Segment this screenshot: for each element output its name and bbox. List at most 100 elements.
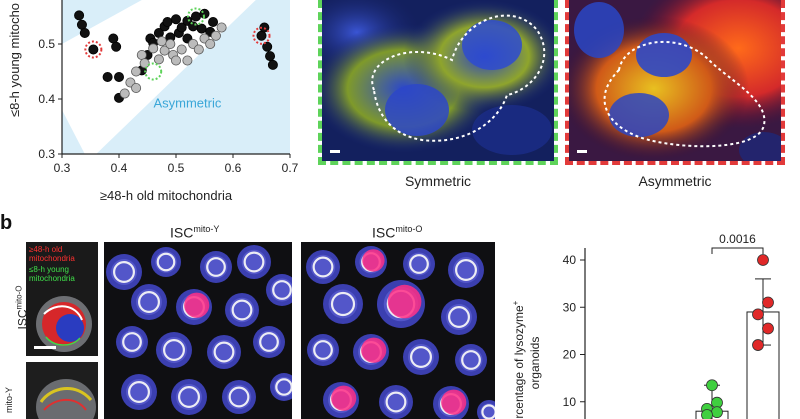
highlight-symmetric (144, 62, 163, 81)
data-point-gray (176, 44, 187, 55)
data-point-dark (190, 11, 201, 22)
significance-bracket (711, 247, 764, 254)
title-isc-mito-o: ISCmito-O (372, 224, 422, 241)
data-point-gray (159, 45, 170, 56)
organoid-lumen (272, 280, 292, 300)
organoid-lysozyme (361, 337, 387, 363)
organoid-lumen (330, 291, 356, 317)
data-point-gray (131, 66, 142, 77)
data-point-dark (111, 41, 122, 52)
organoid-lumen (243, 251, 265, 273)
bar-y-tick-label: 40 (563, 253, 577, 267)
caption-symmetric: Symmetric (404, 173, 472, 189)
title-isc-mito-y-sup: mito-Y (193, 224, 220, 234)
side-label-isc-sup: mito-O (14, 285, 24, 310)
micrograph-asymmetric-image (569, 0, 781, 161)
bar-y-label-line2: organoids (528, 337, 542, 390)
data-point-gray (153, 54, 164, 65)
bar-data-point (711, 406, 723, 419)
data-point-dark (79, 27, 90, 38)
organoid-image-mito-y (104, 242, 292, 419)
x-tick-label: 0.4 (111, 161, 128, 175)
side-label-mito-y: mito-Y (4, 386, 15, 414)
data-point-gray (210, 30, 221, 41)
data-point-dark (265, 51, 276, 62)
organoid-lumen (409, 345, 432, 368)
data-point-gray (119, 88, 130, 99)
organoid-lumen (455, 259, 478, 281)
legend-old-mito: ≥48-h old mitochondria (29, 245, 75, 263)
organoid-lumen (213, 341, 235, 363)
data-point-gray (205, 39, 216, 50)
data-point-gray (136, 50, 147, 61)
organoid-lysozyme (331, 385, 357, 411)
bar-y-tick-label: 20 (563, 348, 577, 362)
organoid-image-mito-o (301, 242, 495, 419)
asymmetric-region-lower (96, 0, 290, 154)
y-tick-label: 0.4 (38, 92, 55, 106)
micrograph-symmetric-image (322, 0, 554, 161)
legend-young-mito: ≤8-h young mitochondria (29, 265, 75, 283)
panel-label-b: b (0, 212, 13, 234)
y-axis-label: ≤8-h young mitocho (7, 3, 22, 117)
bar-data-point (701, 409, 713, 419)
bar-data-point (762, 296, 774, 309)
y-tick-label: 0.5 (38, 37, 55, 51)
micrograph-asymmetric (565, 0, 785, 165)
data-point-dark (88, 44, 99, 55)
asymmetric-region-upper (62, 0, 142, 44)
data-point-gray (139, 58, 150, 69)
highlight-symmetric (186, 7, 205, 26)
scatter-plot: 0.3 0.4 0.5 0.6 0.7 0.5 0.4 0.3 ≥48-h old mitoch… (7, 0, 299, 203)
organoid-lumen (156, 252, 176, 272)
data-point-dark (208, 16, 219, 27)
organoid-lysozyme (387, 284, 422, 319)
x-tick-label: 0.7 (282, 161, 299, 175)
data-point-gray (156, 36, 167, 47)
single-cell-image-2 (26, 362, 98, 419)
organoid-lumen (137, 290, 160, 313)
data-point-dark (176, 22, 187, 33)
bar-y-label: ercentage of lysozyme+ (511, 300, 526, 419)
organoid-lumen (461, 350, 481, 370)
organoid-lumen (448, 305, 471, 328)
organoid-lumen (312, 256, 334, 278)
bar-y-tick-label: 10 (563, 395, 577, 409)
bar-data-point (706, 379, 718, 392)
data-point-dark (188, 21, 199, 32)
data-point-dark (262, 41, 273, 52)
organoid-lumen (128, 381, 150, 404)
bar-y-tick-label: 30 (563, 300, 577, 314)
x-axis-label: ≥48-h old mitochondria (100, 188, 233, 203)
data-point-gray (131, 83, 142, 94)
organoid-lumen (385, 391, 407, 413)
asymmetric-region-corner (62, 110, 85, 154)
data-point-dark (256, 30, 267, 41)
organoid-lumen (113, 261, 135, 283)
title-isc-mito-y: ISCmito-Y (170, 224, 219, 241)
organoid-lumen (259, 332, 279, 352)
highlight-asymmetric (252, 26, 271, 45)
organoid-lumen (122, 332, 142, 352)
title-isc-mito-o-base: ISC (372, 224, 396, 241)
title-isc-mito-o-sup: mito-O (395, 224, 423, 234)
data-point-dark (114, 72, 125, 83)
title-isc-mito-y-base: ISC (170, 224, 194, 241)
data-point-dark (196, 23, 207, 34)
organoid-lumen (228, 386, 250, 408)
bar-y-label-sup: + (511, 300, 520, 305)
y-tick-label: 0.3 (38, 147, 55, 161)
data-point-dark (162, 16, 173, 27)
data-point-gray (182, 55, 193, 66)
bar-data-point (762, 322, 774, 335)
bar-data-point (752, 339, 764, 351)
data-point-gray (148, 43, 159, 54)
micrograph-symmetric (318, 0, 558, 165)
organoid-lumen (162, 338, 185, 361)
data-point-gray (165, 39, 176, 50)
organoid-lysozyme (441, 389, 467, 415)
data-point-dark (102, 72, 113, 83)
data-point-gray (170, 55, 181, 66)
bar-data-point (752, 308, 764, 321)
data-point-gray (216, 22, 227, 33)
